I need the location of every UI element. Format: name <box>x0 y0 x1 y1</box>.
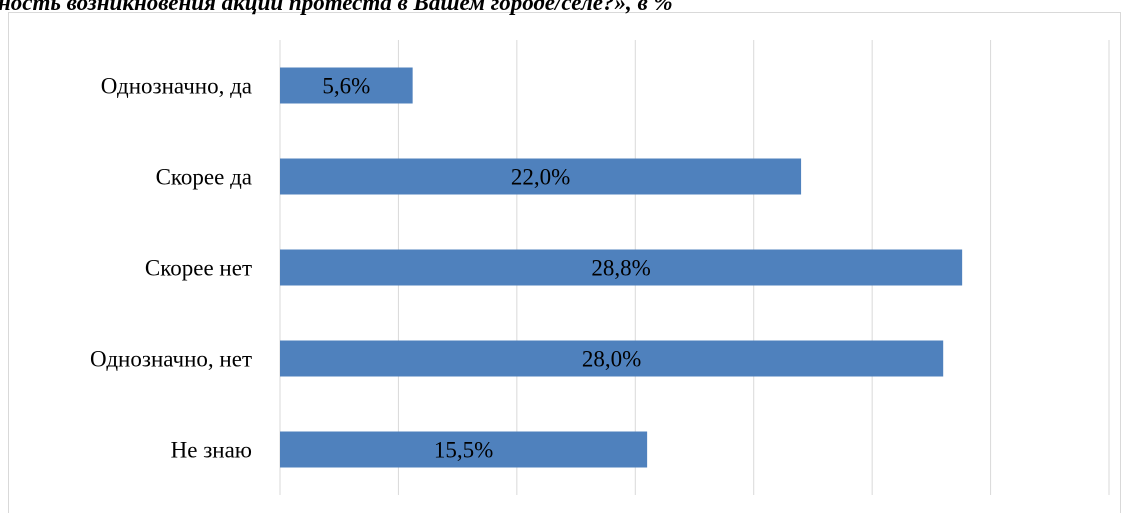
bar <box>280 431 648 468</box>
bar <box>280 249 963 286</box>
value-label: 22,0% <box>511 165 570 190</box>
y-tick-label: Скорее да <box>156 165 252 190</box>
bar <box>280 158 802 195</box>
y-tick-label: Однозначно, да <box>101 74 252 99</box>
value-label: 5,6% <box>322 74 370 99</box>
value-label: 28,0% <box>582 347 641 372</box>
y-tick-label: Однозначно, нет <box>90 347 252 372</box>
y-tick-label: Не знаю <box>171 438 252 463</box>
bar <box>280 340 944 377</box>
chart-title: ность возникновения акций протеста в Ваш… <box>0 0 673 15</box>
value-label: 28,8% <box>591 256 650 281</box>
bar <box>280 67 413 104</box>
chart-frame <box>8 12 1121 513</box>
y-tick-label: Скорее нет <box>145 256 252 281</box>
value-label: 15,5% <box>434 438 493 463</box>
